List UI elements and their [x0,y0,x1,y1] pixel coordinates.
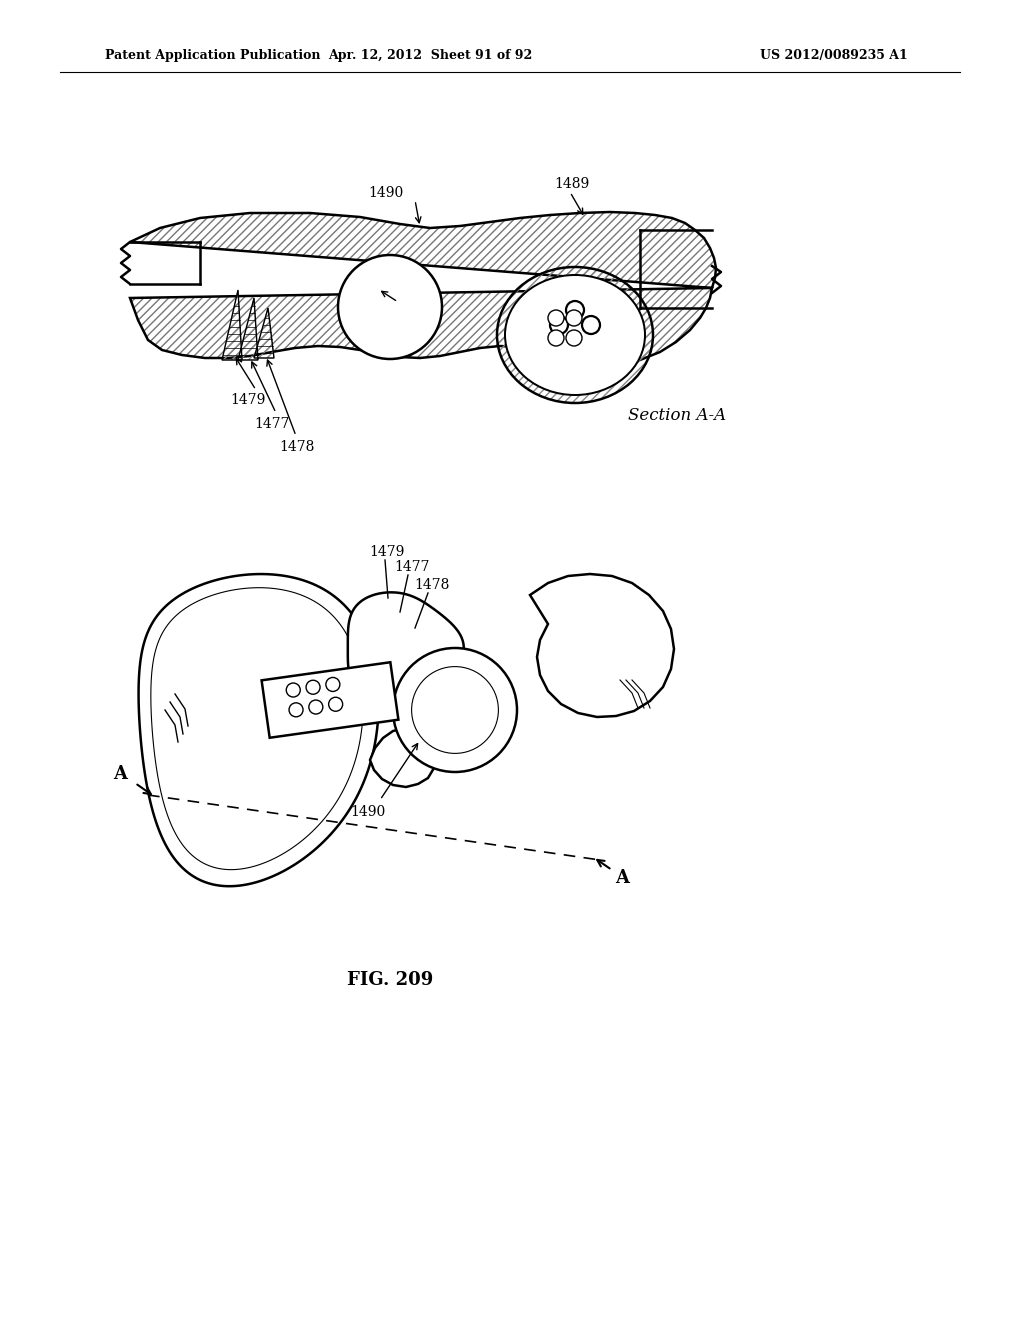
Circle shape [412,667,499,754]
Polygon shape [370,729,436,787]
Text: 1478: 1478 [415,578,450,591]
Text: 1490: 1490 [350,805,386,818]
Text: US 2012/0089235 A1: US 2012/0089235 A1 [760,49,907,62]
Circle shape [393,648,517,772]
Circle shape [289,702,303,717]
Circle shape [566,330,582,346]
Polygon shape [151,587,364,870]
Text: Patent Application Publication: Patent Application Publication [105,49,321,62]
Circle shape [550,315,568,334]
Circle shape [287,682,300,697]
Polygon shape [138,574,379,886]
Text: Section A-A: Section A-A [628,407,726,424]
Text: 1478: 1478 [280,440,314,454]
Polygon shape [530,574,674,717]
Circle shape [326,677,340,692]
Polygon shape [348,593,464,704]
Circle shape [566,301,584,319]
Text: 1477: 1477 [254,417,290,432]
Circle shape [329,697,343,711]
Circle shape [338,255,442,359]
Text: 1477: 1477 [394,560,430,574]
Circle shape [548,310,564,326]
Text: A: A [113,766,127,783]
Circle shape [582,315,600,334]
Polygon shape [261,663,398,738]
Ellipse shape [505,275,645,395]
Text: A: A [615,869,629,887]
Circle shape [548,330,564,346]
Text: FIG. 209: FIG. 209 [347,972,433,989]
Circle shape [306,680,321,694]
Text: Apr. 12, 2012  Sheet 91 of 92: Apr. 12, 2012 Sheet 91 of 92 [328,49,532,62]
Text: 1490: 1490 [369,186,403,201]
Circle shape [309,700,323,714]
Text: 1479: 1479 [230,393,265,407]
Text: 1479: 1479 [370,545,404,558]
Circle shape [566,310,582,326]
Text: 1489: 1489 [554,177,590,191]
